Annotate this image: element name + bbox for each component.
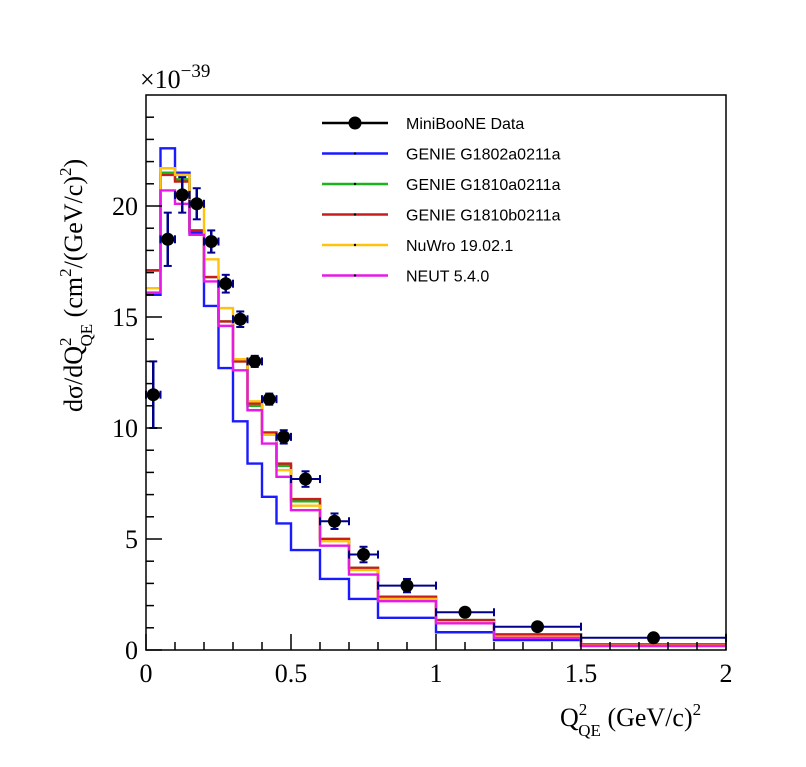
data-marker bbox=[146, 388, 160, 402]
data-point bbox=[435, 605, 495, 619]
x-label-main: Q bbox=[560, 703, 579, 732]
data-marker bbox=[219, 277, 233, 291]
data-marker bbox=[328, 514, 341, 528]
legend-marker bbox=[348, 116, 362, 130]
x-tick-label: 1 bbox=[430, 659, 443, 688]
legend-label: MiniBooNE Data bbox=[406, 116, 524, 133]
x-tick-label: 0 bbox=[140, 659, 153, 688]
data-marker bbox=[233, 312, 247, 326]
legend-label: GENIE G1810b0211a bbox=[406, 208, 561, 225]
legend-label: NEUT 5.4.0 bbox=[406, 269, 489, 286]
data-marker bbox=[277, 430, 291, 444]
data-point bbox=[493, 620, 582, 634]
data-point bbox=[174, 176, 191, 214]
y-label-units-sup: 2 bbox=[56, 268, 75, 277]
data-marker bbox=[299, 472, 312, 486]
data-marker bbox=[458, 605, 472, 619]
legend-dot bbox=[353, 274, 357, 277]
data-marker bbox=[357, 548, 370, 562]
x-label-sub: QE bbox=[578, 721, 601, 740]
legend-entry: NEUT 5.4.0 bbox=[322, 269, 489, 286]
y-label-sub: QE bbox=[77, 324, 96, 347]
legend-entry: NuWro 19.02.1 bbox=[322, 238, 513, 255]
data-point bbox=[217, 273, 234, 294]
legend-entry: GENIE G1810a0211a bbox=[322, 177, 561, 194]
x-tick-label: 2 bbox=[720, 659, 733, 688]
data-point bbox=[246, 354, 263, 368]
x-label-units-sup: 2 bbox=[693, 700, 702, 719]
legend-entry: GENIE G1810b0211a bbox=[322, 208, 561, 225]
data-marker bbox=[204, 235, 218, 249]
y-multiplier: ×10−39 bbox=[140, 61, 210, 94]
y-tick-label: 0 bbox=[125, 636, 138, 665]
y-label-sup: 2 bbox=[56, 337, 75, 346]
y-label-units-pre: (cm bbox=[59, 277, 88, 317]
data-marker bbox=[400, 579, 414, 593]
legend-label: GENIE G1810a0211a bbox=[406, 177, 561, 194]
data-marker bbox=[190, 197, 204, 211]
y-label-units-post: ) bbox=[59, 159, 88, 168]
data-point bbox=[159, 211, 176, 267]
legend-dot bbox=[353, 213, 357, 216]
data-point bbox=[232, 310, 249, 328]
legend-label: GENIE G1802a0211a bbox=[406, 147, 561, 164]
legend-dot bbox=[353, 152, 357, 155]
data-point bbox=[275, 429, 292, 445]
x-tick-label: 1.5 bbox=[565, 659, 598, 688]
y-tick-label: 15 bbox=[112, 303, 138, 332]
y-tick-label: 20 bbox=[112, 192, 138, 221]
legend: MiniBooNE Data GENIE G1802a0211a GENIE G18… bbox=[322, 116, 561, 286]
data-point bbox=[348, 545, 379, 564]
legend-entry: GENIE G1802a0211a bbox=[322, 147, 561, 164]
data-point bbox=[319, 512, 350, 531]
y-label-units-sup2: 2 bbox=[56, 167, 75, 176]
y-label-units-mid: /(GeV/c) bbox=[59, 176, 88, 268]
x-label-sup: 2 bbox=[579, 700, 588, 719]
y-multiplier-exp: −39 bbox=[181, 61, 211, 82]
x-axis-label: Q2 QE (GeV/c)2 bbox=[560, 700, 701, 740]
x-label-units: (GeV/c) bbox=[607, 703, 692, 732]
data-point bbox=[203, 229, 220, 254]
data-point bbox=[290, 470, 321, 488]
data-marker bbox=[647, 631, 660, 645]
y-tick-label: 5 bbox=[125, 525, 138, 554]
data-marker bbox=[262, 392, 276, 406]
y-multiplier-base: ×10 bbox=[140, 65, 181, 94]
data-marker bbox=[161, 232, 175, 246]
y-tick-label: 10 bbox=[112, 414, 138, 443]
x-tick-label: 0.5 bbox=[275, 659, 308, 688]
data-marker bbox=[175, 188, 189, 202]
data-marker bbox=[248, 354, 262, 368]
y-axis-label: dσ/dQ2 QE (cm2/(GeV/c)2) bbox=[56, 159, 96, 412]
data-point bbox=[261, 392, 278, 406]
legend-dot bbox=[353, 243, 357, 247]
legend-label: NuWro 19.02.1 bbox=[406, 238, 513, 255]
y-label-main: dσ/dQ bbox=[59, 346, 88, 412]
data-point bbox=[377, 577, 437, 594]
data-point bbox=[188, 187, 205, 221]
legend-dot bbox=[353, 182, 357, 186]
data-marker bbox=[531, 620, 544, 634]
legend-entry: MiniBooNE Data bbox=[322, 116, 524, 133]
data-layer bbox=[145, 176, 727, 645]
